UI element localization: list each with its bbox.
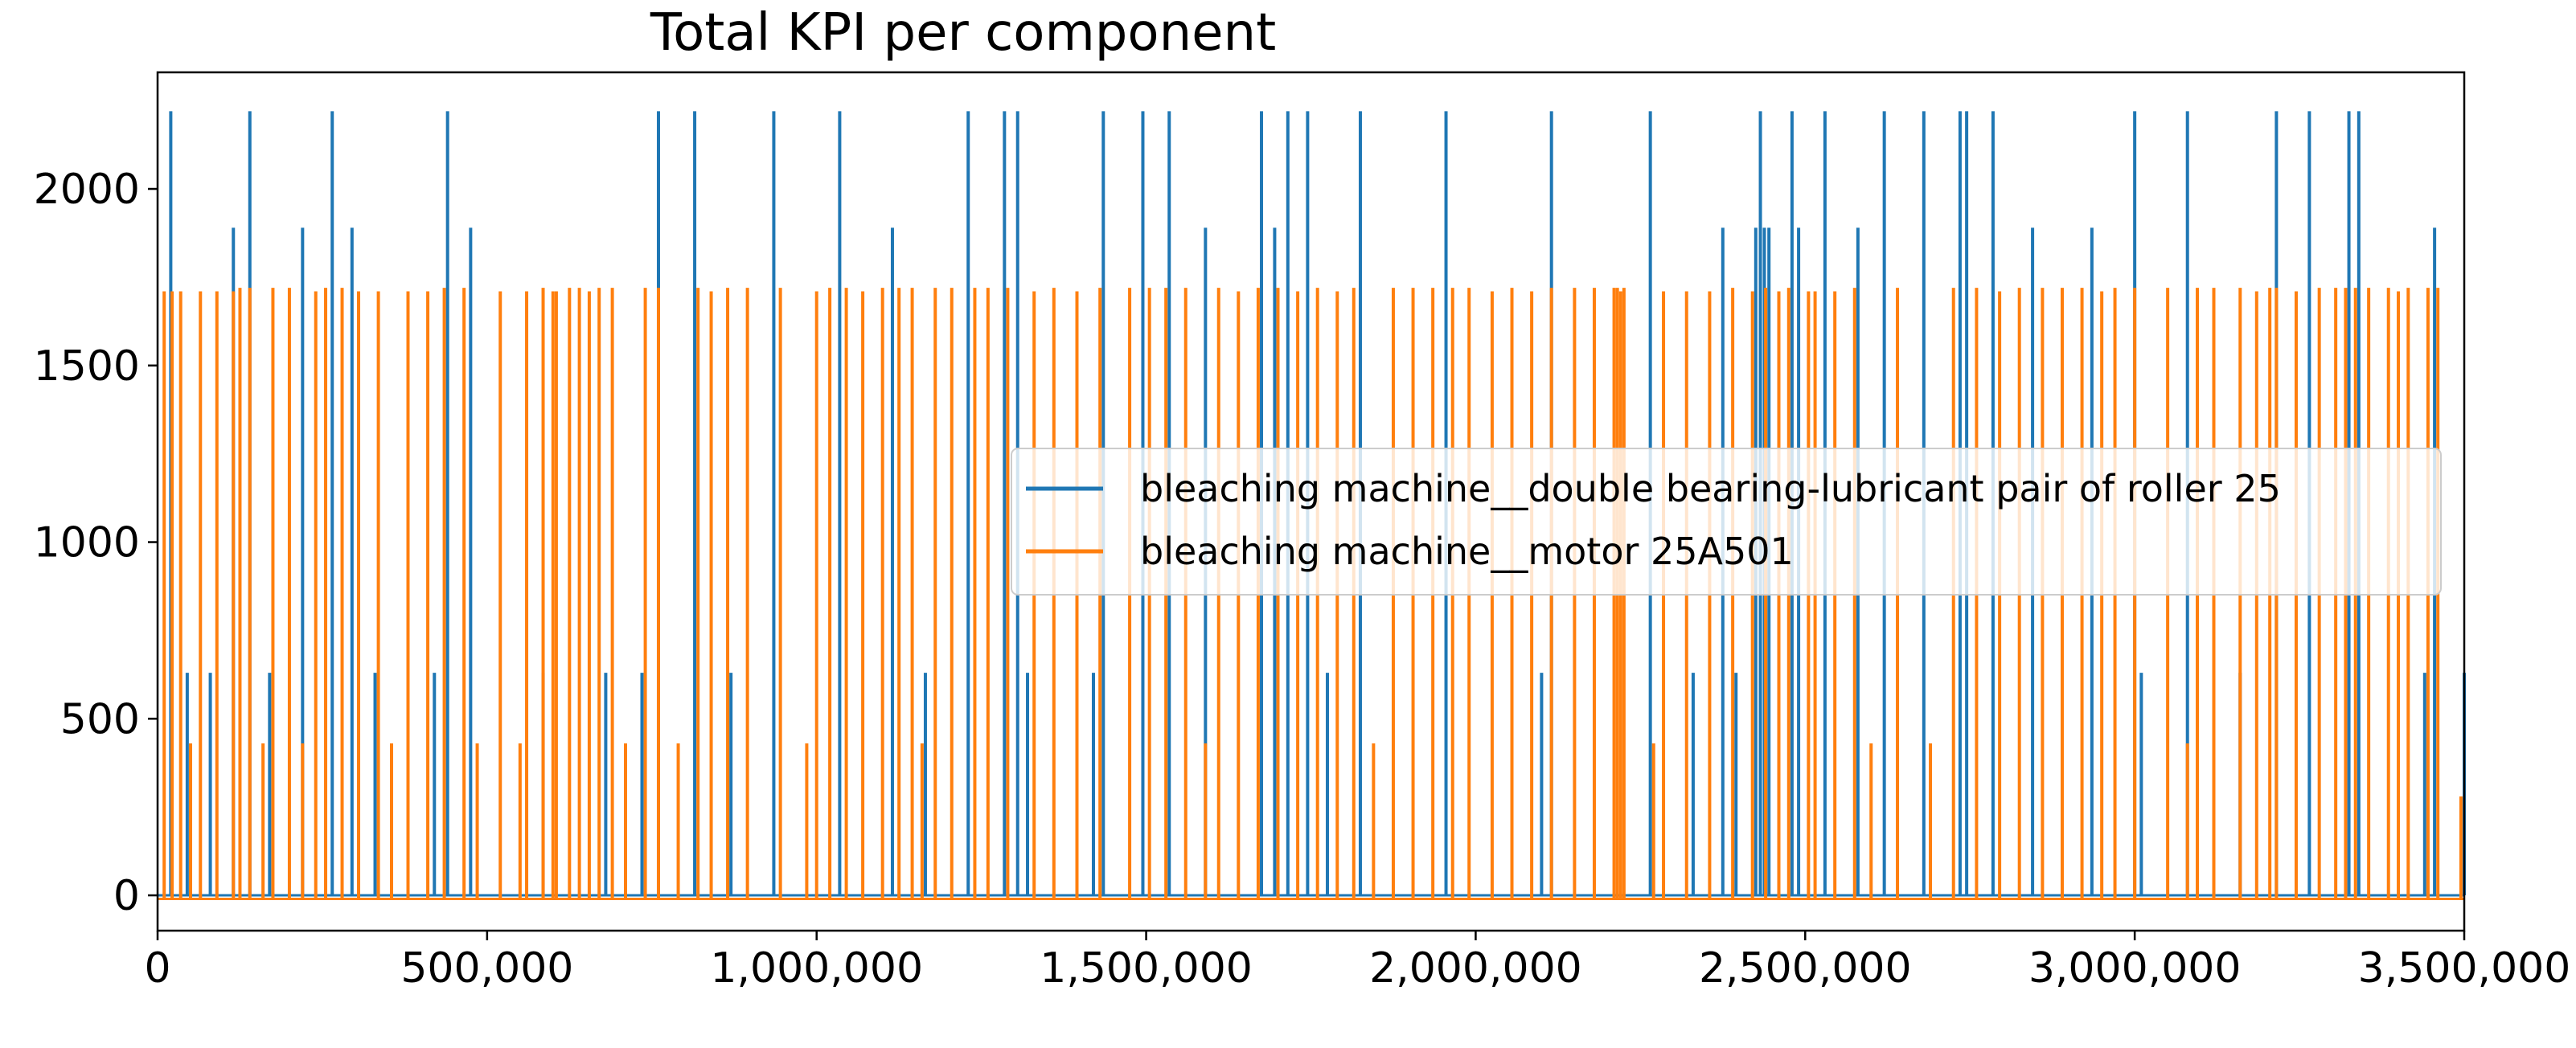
x-tick-label: 1,500,000 — [1040, 944, 1253, 993]
x-tick-label: 0 — [144, 944, 170, 993]
x-tick-label: 2,500,000 — [1699, 944, 1912, 993]
x-tick-label: 3,000,000 — [2028, 944, 2242, 993]
y-tick-label: 2000 — [34, 166, 140, 214]
y-tick-label: 1500 — [34, 342, 140, 391]
legend-box — [1011, 448, 2442, 596]
legend: bleaching machine__double bearing-lubric… — [1011, 448, 2442, 596]
chart-title: Total KPI per component — [650, 3, 1276, 63]
x-tick-label: 1,000,000 — [710, 944, 923, 993]
x-tick-label: 3,500,000 — [2358, 944, 2571, 993]
x-tick-label: 2,000,000 — [1369, 944, 1582, 993]
legend-label-1: bleaching machine__double bearing-lubric… — [1140, 467, 2281, 510]
y-tick-label: 0 — [113, 872, 140, 920]
x-tick-label: 500,000 — [400, 944, 573, 993]
axes-frame — [156, 71, 2466, 932]
legend-label-2: bleaching machine__motor 25A501 — [1140, 530, 1794, 573]
y-axis: 0 500 1000 1500 2000 — [34, 166, 158, 920]
y-tick-label: 1000 — [34, 519, 140, 567]
y-tick-label: 500 — [60, 695, 140, 743]
x-axis: 0 500,000 1,000,000 1,500,000 2,000,000 2,500… — [144, 931, 2570, 993]
